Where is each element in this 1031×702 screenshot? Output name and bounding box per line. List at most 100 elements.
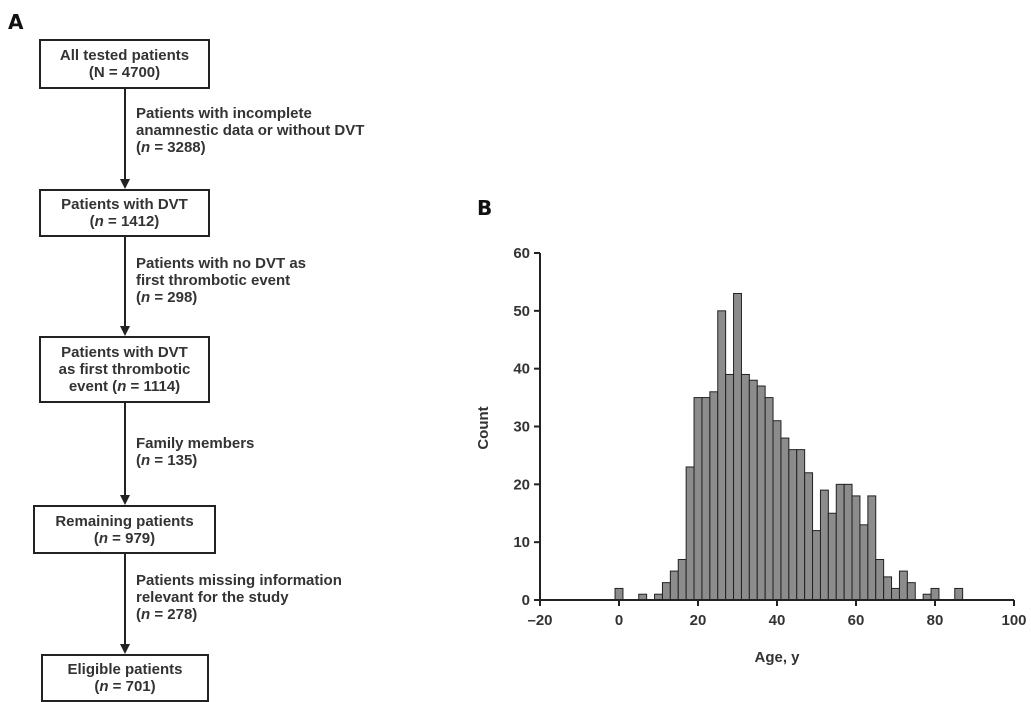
histogram-bar xyxy=(748,379,758,601)
histogram-bar xyxy=(867,495,877,601)
italic-n: n xyxy=(98,529,109,547)
italic-n: n xyxy=(94,213,104,230)
x-tick-label: 100 xyxy=(1001,612,1026,629)
text-segment: = 278) xyxy=(150,606,198,623)
text-segment: ( xyxy=(136,289,141,306)
flow-arrow-1 xyxy=(124,89,126,179)
italic-n: n xyxy=(141,452,151,469)
flow-exclusion-2: Patients with no DVT as first thrombotic … xyxy=(136,255,306,306)
flow-box-text: All tested patients (N = 4700) xyxy=(60,47,189,81)
histogram-bar xyxy=(677,559,687,601)
histogram-bar xyxy=(804,472,814,601)
text-line: (n = 135) xyxy=(136,452,254,469)
text-line: (n = 3288) xyxy=(136,139,364,156)
text-segment: = 979) xyxy=(108,529,156,547)
text-line: (n = 278) xyxy=(136,606,342,623)
text-segment: = 298) xyxy=(150,289,198,306)
text-segment: = 135) xyxy=(150,452,198,469)
text-segment: (N = 4700) xyxy=(88,64,161,81)
text-segment: Patients with incomplete xyxy=(136,105,312,122)
text-segment: ( xyxy=(93,529,99,547)
histogram-bar xyxy=(898,570,908,601)
flow-box-text: Remaining patients (n = 979) xyxy=(55,513,193,547)
text-segment: relevant for the study xyxy=(136,589,289,606)
histogram-bar xyxy=(614,587,624,601)
histogram-bar xyxy=(693,397,703,601)
flow-box-first-event: Patients with DVT as first thrombotic even… xyxy=(39,336,210,403)
histogram-bar xyxy=(843,483,853,601)
y-tick-label: 20 xyxy=(513,476,530,493)
text-segment: anamnestic data or without DVT xyxy=(136,122,365,139)
text-segment: Patients with no DVT as xyxy=(136,255,307,272)
italic-n: n xyxy=(117,378,127,395)
flow-arrowhead-2 xyxy=(120,326,130,336)
histogram-bar xyxy=(772,420,782,601)
flow-arrow-2 xyxy=(124,237,126,326)
x-tick-label: –20 xyxy=(527,612,552,629)
flow-box-text: Eligible patients (n = 701) xyxy=(67,661,182,695)
text-line: Patients with incomplete xyxy=(136,105,364,122)
flow-exclusion-4: Patients missing information relevant for… xyxy=(136,572,342,623)
histogram-bar xyxy=(661,582,671,601)
histogram-bar xyxy=(875,559,885,601)
histogram-bar xyxy=(685,466,695,601)
histogram-bar xyxy=(883,576,893,601)
text-line: anamnestic data or without DVT xyxy=(136,122,364,139)
text-line: (n = 298) xyxy=(136,289,306,306)
y-axis-label: Count xyxy=(475,406,492,449)
x-tick-label: 20 xyxy=(690,612,707,629)
flow-box-all-tested: All tested patients (N = 4700) xyxy=(39,39,210,89)
text-line: first thrombotic event xyxy=(136,272,306,289)
text-segment: = 1412) xyxy=(103,213,160,230)
y-tick-label: 40 xyxy=(513,361,530,378)
text-line: relevant for the study xyxy=(136,589,342,606)
y-tick-label: 10 xyxy=(513,534,530,551)
flow-box-text: Patients with DVT (n = 1412) xyxy=(61,196,188,230)
flow-arrow-4 xyxy=(124,554,126,644)
text-segment: ( xyxy=(94,678,100,695)
y-tick-label: 30 xyxy=(513,419,530,436)
text-segment: All tested patients xyxy=(59,47,190,64)
text-line: Eligible patients xyxy=(67,661,182,678)
flow-exclusion-3: Family members (n = 135) xyxy=(136,435,254,469)
histogram-bar xyxy=(717,310,727,601)
text-segment: Eligible patients xyxy=(67,661,183,678)
text-line: (n = 1412) xyxy=(61,213,188,230)
text-segment: Patients with DVT xyxy=(61,344,188,361)
x-axis-label: Age, y xyxy=(754,649,800,666)
text-segment: event ( xyxy=(68,378,118,395)
histogram-bar xyxy=(859,524,869,601)
text-segment: Remaining patients xyxy=(55,512,194,530)
histogram-bar xyxy=(891,587,900,601)
text-line: (N = 4700) xyxy=(60,64,189,81)
text-line: as first thrombotic xyxy=(59,361,191,378)
x-tick-label: 0 xyxy=(615,612,623,629)
y-tick-label: 60 xyxy=(513,245,530,262)
histogram-bar xyxy=(906,582,916,601)
histogram-bar xyxy=(954,587,964,601)
text-line: (n = 979) xyxy=(55,530,193,547)
text-line: Patients missing information xyxy=(136,572,342,589)
italic-n: n xyxy=(141,139,151,156)
panel-a-label: A xyxy=(8,10,24,34)
histogram-bar xyxy=(756,385,766,601)
text-segment: = 1114) xyxy=(126,378,181,395)
x-tick-label: 60 xyxy=(848,612,865,629)
text-line: Remaining patients xyxy=(55,513,193,530)
histogram-bar xyxy=(780,437,790,601)
text-line: All tested patients xyxy=(60,47,189,64)
flow-box-eligible: Eligible patients (n = 701) xyxy=(41,654,209,702)
text-segment: ( xyxy=(136,452,141,469)
flow-box-text: Patients with DVT as first thrombotic even… xyxy=(59,344,191,395)
histogram-bar xyxy=(733,292,742,601)
italic-n: n xyxy=(141,289,151,306)
flow-arrowhead-4 xyxy=(120,644,130,654)
flow-box-dvt: Patients with DVT (n = 1412) xyxy=(39,189,210,237)
panel-b-label: B xyxy=(477,196,493,220)
text-segment: as first thrombotic xyxy=(58,361,191,378)
histogram-bar xyxy=(788,449,798,601)
text-segment: ( xyxy=(89,213,95,230)
text-line: (n = 701) xyxy=(67,678,182,695)
histogram-bar xyxy=(669,570,679,601)
